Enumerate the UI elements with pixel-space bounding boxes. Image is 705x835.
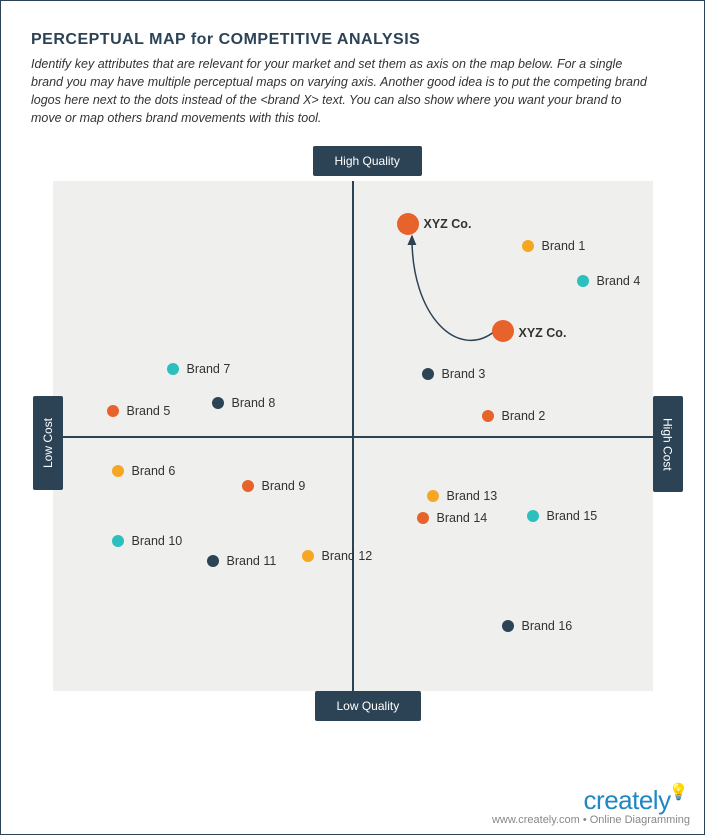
diagram-frame: PERCEPTUAL MAP for COMPETITIVE ANALYSIS … bbox=[0, 0, 705, 835]
map-dot-xyz-current bbox=[492, 320, 514, 342]
map-label-brand9: Brand 9 bbox=[262, 479, 306, 493]
map-label-brand6: Brand 6 bbox=[132, 464, 176, 478]
map-label-brand2: Brand 2 bbox=[502, 409, 546, 423]
map-label-brand1: Brand 1 bbox=[542, 239, 586, 253]
map-dot-brand14 bbox=[417, 512, 429, 524]
logo: creately💡 bbox=[492, 785, 690, 816]
map-dot-brand8 bbox=[212, 397, 224, 409]
bulb-icon: 💡 bbox=[669, 782, 688, 802]
map-label-brand4: Brand 4 bbox=[597, 274, 641, 288]
map-dot-brand9 bbox=[242, 480, 254, 492]
map-dot-brand16 bbox=[502, 620, 514, 632]
map-label-brand14: Brand 14 bbox=[437, 511, 488, 525]
footer-tagline: www.creately.com • Online Diagramming bbox=[492, 814, 690, 826]
map-dot-brand15 bbox=[527, 510, 539, 522]
map-dot-brand7 bbox=[167, 363, 179, 375]
map-label-brand7: Brand 7 bbox=[187, 362, 231, 376]
page-title: PERCEPTUAL MAP for COMPETITIVE ANALYSIS bbox=[31, 31, 674, 49]
footer: creately💡 www.creately.com • Online Diag… bbox=[492, 785, 690, 826]
axis-label-bottom: Low Quality bbox=[315, 691, 422, 721]
map-label-brand10: Brand 10 bbox=[132, 534, 183, 548]
map-dot-brand12 bbox=[302, 550, 314, 562]
map-dot-brand11 bbox=[207, 555, 219, 567]
map-dot-brand3 bbox=[422, 368, 434, 380]
axis-label-top: High Quality bbox=[313, 146, 422, 176]
map-label-xyz-target: XYZ Co. bbox=[424, 217, 472, 231]
map-dot-brand4 bbox=[577, 275, 589, 287]
axis-label-left: Low Cost bbox=[33, 396, 63, 490]
map-dot-brand2 bbox=[482, 410, 494, 422]
axis-label-right: High Cost bbox=[653, 396, 683, 493]
page-subtitle: Identify key attributes that are relevan… bbox=[31, 55, 651, 128]
map-label-xyz-current: XYZ Co. bbox=[519, 326, 567, 340]
map-label-brand11: Brand 11 bbox=[227, 554, 277, 568]
map-label-brand5: Brand 5 bbox=[127, 404, 171, 418]
map-dot-brand10 bbox=[112, 535, 124, 547]
map-label-brand16: Brand 16 bbox=[522, 619, 573, 633]
map-label-brand3: Brand 3 bbox=[442, 367, 486, 381]
map-dot-brand5 bbox=[107, 405, 119, 417]
map-dot-brand6 bbox=[112, 465, 124, 477]
perceptual-map: High Quality Low Quality Low Cost High C… bbox=[33, 146, 673, 726]
map-label-brand12: Brand 12 bbox=[322, 549, 373, 563]
map-label-brand15: Brand 15 bbox=[547, 509, 598, 523]
logo-text: creately bbox=[584, 785, 671, 815]
map-dot-brand1 bbox=[522, 240, 534, 252]
map-dot-brand13 bbox=[427, 490, 439, 502]
axis-vertical bbox=[352, 181, 354, 691]
map-label-brand8: Brand 8 bbox=[232, 396, 276, 410]
map-label-brand13: Brand 13 bbox=[447, 489, 498, 503]
map-dot-xyz-target bbox=[397, 213, 419, 235]
